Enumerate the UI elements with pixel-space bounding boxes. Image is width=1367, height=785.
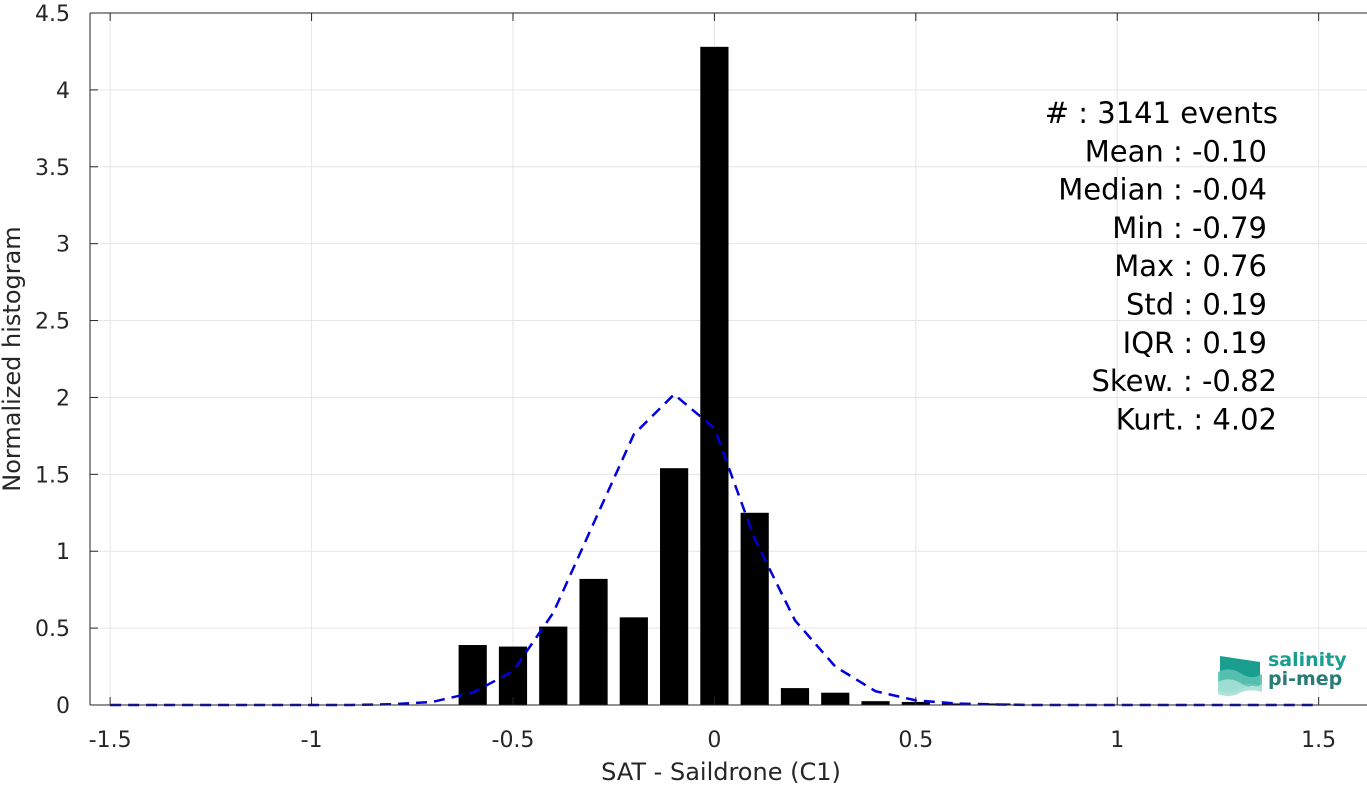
stat-separator: : xyxy=(1184,402,1212,436)
stat-label: Std xyxy=(1126,288,1174,322)
histogram-bar xyxy=(740,512,769,705)
stat-label: # xyxy=(1045,96,1069,130)
y-tick-label: 4.5 xyxy=(35,2,70,27)
stat-line: Std : 0.19 xyxy=(1126,288,1267,322)
stat-separator: : xyxy=(1174,288,1202,322)
salinity-pi-mep-logo: salinity pi-mep xyxy=(1218,649,1347,696)
histogram-bar xyxy=(700,46,729,705)
histogram-bar xyxy=(619,617,648,705)
histogram-bar xyxy=(539,626,568,705)
stat-separator: : xyxy=(1164,134,1192,168)
histogram-bar xyxy=(579,578,608,705)
stat-line: IQR : 0.19 xyxy=(1123,326,1267,360)
histogram-bar xyxy=(458,645,487,705)
x-axis-ticks: -1.5 -1 -0.5 0 0.5 1 1.5 xyxy=(89,13,1336,753)
statistics-box: # : 3141 events Mean : -0.10 Median : -0.0… xyxy=(1045,96,1278,436)
stat-separator: : xyxy=(1174,249,1202,283)
stat-line: Median : -0.04 xyxy=(1058,173,1267,207)
stat-value: -0.04 xyxy=(1192,173,1267,207)
x-tick-label: 0 xyxy=(707,728,721,753)
histogram-bar xyxy=(821,692,850,705)
y-tick-label: 0.5 xyxy=(35,617,70,642)
stat-line: Max : 0.76 xyxy=(1114,249,1267,283)
histogram-bar xyxy=(861,701,890,705)
stat-label: IQR xyxy=(1123,326,1175,360)
axes-frame xyxy=(89,12,1367,706)
logo-line1: salinity xyxy=(1268,649,1347,671)
stat-separator: : xyxy=(1069,96,1097,130)
stat-value: -0.10 xyxy=(1192,134,1267,168)
y-tick-label: 1.5 xyxy=(35,463,70,488)
stat-label: Skew. xyxy=(1091,364,1173,398)
stat-label: Min xyxy=(1112,211,1163,245)
histogram-bar xyxy=(660,468,689,705)
x-tick-label: -0.5 xyxy=(492,728,535,753)
stat-label: Kurt. xyxy=(1116,402,1184,436)
y-tick-label: 2.5 xyxy=(35,310,70,335)
stat-separator: : xyxy=(1174,326,1202,360)
stat-separator: : xyxy=(1174,364,1202,398)
y-axis-label: Normalized histogram xyxy=(0,226,26,491)
histogram-bar xyxy=(780,688,810,705)
histogram-bar xyxy=(942,703,971,705)
stat-value: -0.82 xyxy=(1202,364,1277,398)
stat-line: Mean : -0.10 xyxy=(1085,134,1267,168)
y-tick-label: 0 xyxy=(56,694,70,719)
y-tick-label: 3.5 xyxy=(35,156,70,181)
y-tick-label: 3 xyxy=(56,233,70,258)
x-tick-label: 0.5 xyxy=(898,728,933,753)
stat-value: 3141 events xyxy=(1097,96,1278,130)
stat-line: # : 3141 events xyxy=(1045,96,1278,130)
stat-value: 4.02 xyxy=(1212,402,1277,436)
y-tick-label: 2 xyxy=(56,386,70,411)
stat-value: 0.19 xyxy=(1202,326,1267,360)
stat-line: Kurt. : 4.02 xyxy=(1116,402,1277,436)
stat-separator: : xyxy=(1164,173,1192,207)
stat-value: 0.76 xyxy=(1202,249,1267,283)
stat-line: Skew. : -0.82 xyxy=(1091,364,1277,398)
x-tick-label: 1.5 xyxy=(1301,728,1336,753)
x-tick-label: 1 xyxy=(1110,728,1124,753)
y-tick-label: 4 xyxy=(56,79,70,104)
waves-logo-icon xyxy=(1218,656,1262,696)
y-axis-ticks: 0 0.5 1 1.5 2 2.5 3 3.5 4 4.5 xyxy=(35,2,98,719)
x-tick-label: -1.5 xyxy=(89,728,132,753)
histogram-bars xyxy=(458,46,1011,705)
stat-value: 0.19 xyxy=(1202,288,1267,322)
stat-separator: : xyxy=(1164,211,1192,245)
x-tick-label: -1 xyxy=(301,728,323,753)
stat-value: -0.79 xyxy=(1192,211,1267,245)
stat-label: Mean xyxy=(1085,134,1164,168)
x-axis-label: SAT - Saildrone (C1) xyxy=(601,758,841,785)
stat-label: Max xyxy=(1114,249,1174,283)
stat-line: Min : -0.79 xyxy=(1112,211,1267,245)
stat-label: Median xyxy=(1058,173,1163,207)
logo-line2: pi-mep xyxy=(1268,668,1342,690)
y-tick-label: 1 xyxy=(56,540,70,565)
